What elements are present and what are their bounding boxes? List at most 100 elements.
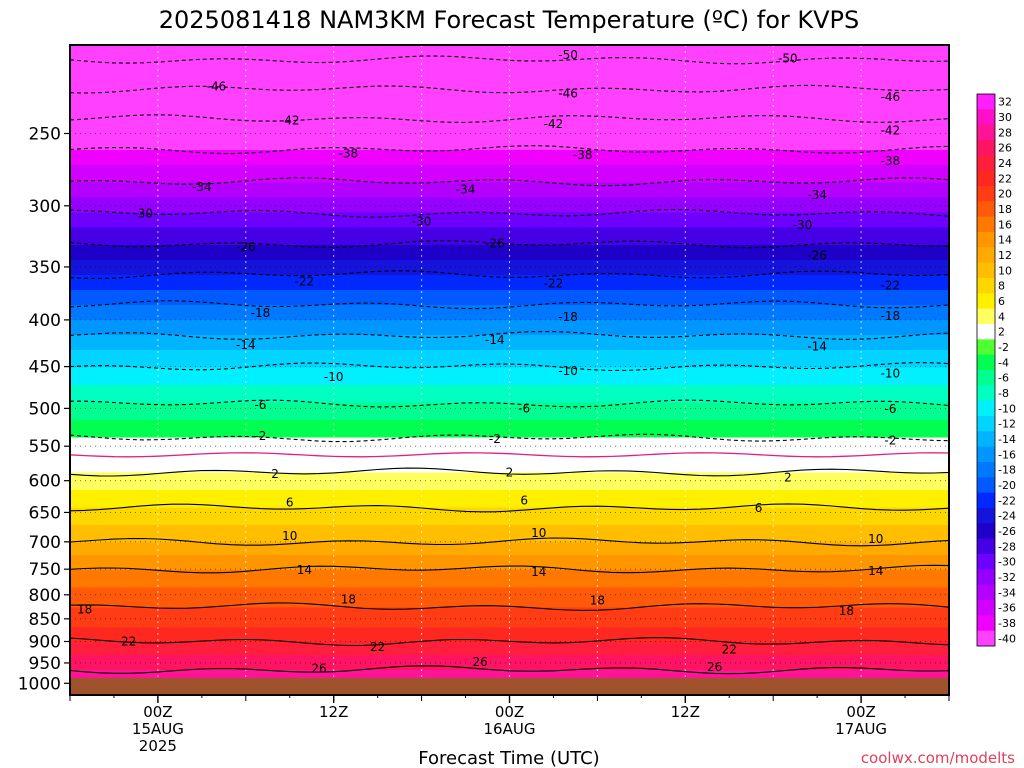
colorbar-label: 4	[998, 310, 1005, 323]
colorbar-label: -24	[998, 510, 1016, 523]
x-tick-label: 2025	[139, 737, 177, 755]
contour-label: 26	[473, 655, 488, 669]
colorbar-swatch	[977, 124, 995, 141]
contour-label: -46	[207, 79, 227, 93]
y-tick-label: 600	[29, 472, 61, 492]
colorbar-swatch	[977, 186, 995, 202]
x-axis-label: Forecast Time (UTC)	[418, 748, 599, 768]
contour-label: 18	[77, 602, 92, 616]
chart-title: 2025081418 NAM3KM Forecast Temperature (…	[159, 6, 860, 34]
contour-label: 22	[722, 642, 737, 656]
colorbar-label: 6	[998, 295, 1005, 308]
y-tick-label: 350	[29, 258, 61, 278]
colorbar-swatch	[977, 569, 995, 586]
x-tick-label: 17AUG	[835, 720, 887, 738]
y-tick-label: 550	[29, 437, 61, 457]
contour-label: -30	[133, 207, 153, 221]
colorbar-label: 20	[998, 188, 1012, 201]
plot-area: -50 -50 -46 -46 -46 -42 -42 -42 -38 -38 -38 -34 -34 -…	[70, 45, 949, 695]
contour-label: 18	[341, 593, 356, 607]
contour-label: -2	[884, 433, 896, 447]
x-tick-label: 15AUG	[132, 720, 184, 738]
contour-label: -6	[884, 402, 896, 416]
contour-label: 22	[121, 634, 136, 648]
colorbar-label: -16	[998, 448, 1016, 461]
colorbar-label: -40	[998, 632, 1016, 645]
colorbar-swatch	[977, 508, 995, 524]
y-tick-label: 950	[29, 654, 61, 674]
contour-label: 6	[286, 496, 294, 510]
contour-label: -34	[192, 180, 212, 194]
x-tick-label: 00Z	[495, 703, 524, 721]
contour-label: 18	[590, 594, 605, 608]
colorbar-label: 22	[998, 172, 1012, 185]
contour-label: -46	[881, 90, 901, 104]
colorbar-label: 16	[998, 218, 1012, 231]
colorbar-label: -12	[998, 418, 1016, 431]
colorbar-swatch	[977, 630, 995, 647]
colorbar-swatch	[977, 201, 995, 218]
colorbar-swatch	[977, 446, 995, 463]
colorbar-swatch	[977, 554, 995, 570]
colorbar-label: -8	[998, 387, 1009, 400]
y-tick-label: 500	[29, 399, 61, 419]
colorbar-swatch	[977, 232, 995, 248]
contour-label: 18	[839, 604, 854, 618]
contour-labels: -50 -50 -46 -46 -46 -42 -42 -42 -38 -38 -38 -34 -34 -…	[77, 48, 900, 676]
contour-label: -42	[881, 123, 901, 137]
contour-label: -14	[807, 340, 827, 354]
colorbar-label: -2	[998, 341, 1009, 354]
contour-label: -38	[339, 147, 359, 161]
contour-label: -22	[295, 274, 315, 288]
contour-label: 2	[506, 466, 514, 480]
y-tick-label: 250	[29, 124, 61, 144]
colorbar-label: -26	[998, 525, 1016, 538]
y-tick-label: 750	[29, 560, 61, 580]
colorbar-label: 26	[998, 142, 1012, 155]
contour-label: -14	[236, 338, 256, 352]
contour-label: -38	[881, 154, 901, 168]
contour-label: -42	[544, 117, 564, 131]
y-tick-label: 300	[29, 197, 61, 217]
colorbar-swatch	[977, 523, 995, 540]
contour-lines	[70, 55, 949, 675]
contour-label: -26	[807, 248, 827, 262]
colorbar-swatch	[977, 94, 995, 110]
colorbar-swatch	[977, 140, 995, 156]
colorbar-swatch	[977, 492, 995, 509]
colorbar-swatch	[977, 308, 995, 325]
contour-label: -10	[558, 364, 578, 378]
colorbar-label: 24	[998, 157, 1012, 170]
colorbar-label: -10	[998, 402, 1016, 415]
colorbar-label: 8	[998, 280, 1005, 293]
y-tick-label: 450	[29, 358, 61, 378]
contour-label: 10	[282, 529, 297, 543]
contour-label: 6	[520, 494, 528, 508]
contour-label: 14	[531, 565, 546, 579]
contour-label: -50	[558, 48, 578, 62]
colorbar-label: 10	[998, 264, 1012, 277]
contour-label: -26	[485, 237, 505, 251]
colorbar-label: 12	[998, 249, 1012, 262]
contour-label: 14	[868, 564, 883, 578]
colorbar-label: 32	[998, 96, 1012, 109]
colorbar-label: -28	[998, 540, 1016, 553]
contour-label: -6	[254, 398, 266, 412]
contour-label: -50	[778, 52, 798, 66]
grid-lines	[70, 45, 949, 695]
colorbar-swatch	[977, 339, 995, 356]
colorbar-label: -20	[998, 479, 1016, 492]
colorbar-swatch	[977, 385, 995, 402]
colorbar-swatch	[977, 431, 995, 448]
contour-label: -10	[881, 367, 901, 381]
colorbar-swatch	[977, 278, 995, 294]
colorbar-label: -22	[998, 494, 1016, 507]
colorbar-swatch	[977, 293, 995, 310]
colorbar-label: 14	[998, 234, 1012, 247]
contour-label: 22	[370, 640, 385, 654]
colorbar-swatch	[977, 324, 995, 340]
colorbar-label: 30	[998, 111, 1012, 124]
colorbar-swatch	[977, 262, 995, 279]
contour-label: -18	[558, 310, 578, 324]
